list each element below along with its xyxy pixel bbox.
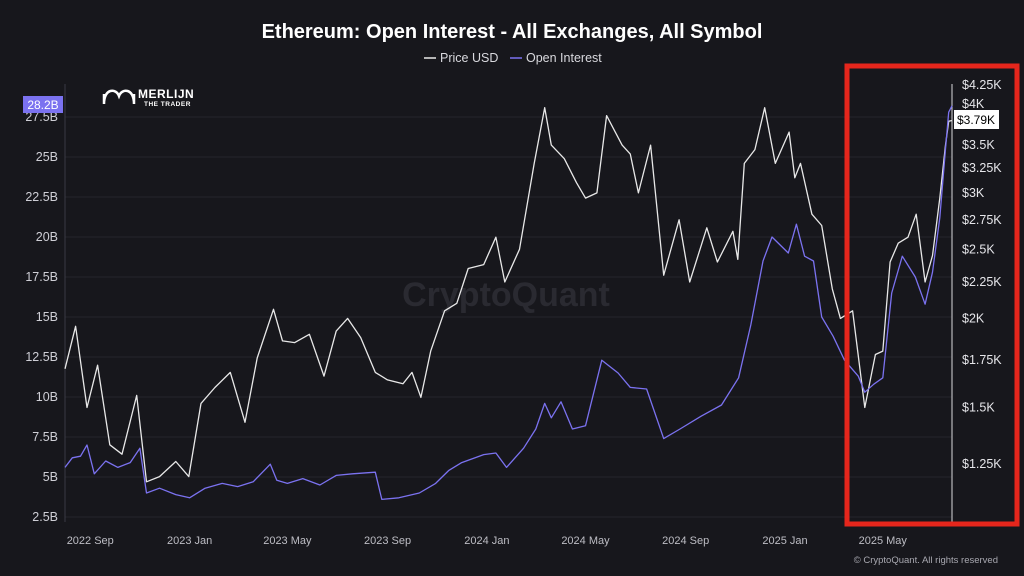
copyright-notice: © CryptoQuant. All rights reserved bbox=[854, 555, 998, 566]
x-tick-label: 2023 Sep bbox=[364, 535, 411, 547]
right-tick-label: $1.25K bbox=[962, 457, 1002, 471]
current-oi-badge bbox=[23, 96, 63, 113]
x-tick-label: 2025 Jan bbox=[762, 535, 807, 547]
current-oi-label: 28.2B bbox=[27, 98, 58, 112]
right-axis-ticks: $1.25K $1.5K $1.75K $2K $2.25K $2.5K $2.75K $3K… bbox=[962, 78, 1002, 471]
right-tick-label: $4.25K bbox=[962, 78, 1002, 92]
current-price-label: $3.79K bbox=[957, 113, 995, 127]
x-tick-label: 2025 May bbox=[859, 535, 908, 547]
watermark: CryptoQuant bbox=[402, 276, 610, 314]
left-tick-label: 10B bbox=[36, 390, 58, 404]
gridlines bbox=[65, 116, 952, 518]
left-tick-label: 25B bbox=[36, 150, 58, 164]
left-tick-label: 27.5B bbox=[25, 110, 58, 124]
right-tick-label: $3.5K bbox=[962, 138, 995, 152]
left-tick-label: 2.5B bbox=[32, 510, 58, 524]
chart-title: Ethereum: Open Interest - All Exchanges,… bbox=[262, 21, 763, 43]
left-tick-label: 7.5B bbox=[32, 430, 58, 444]
x-tick-label: 2024 Jan bbox=[464, 535, 509, 547]
right-tick-label: $1.75K bbox=[962, 353, 1002, 367]
logo-name: MERLIJN bbox=[138, 87, 194, 101]
current-price-marker: $3.79K bbox=[954, 110, 999, 129]
x-tick-label: 2023 May bbox=[263, 535, 312, 547]
right-tick-label: $4K bbox=[962, 97, 985, 111]
legend-label-open-interest[interactable]: Open Interest bbox=[526, 51, 602, 65]
x-tick-label: 2022 Sep bbox=[67, 535, 114, 547]
left-axis-ticks: 2.5B 5B 7.5B 10B 12.5B 15B 17.5B 20B 22.5B 25B 27.… bbox=[25, 110, 58, 524]
right-tick-label: $3.25K bbox=[962, 161, 1002, 175]
left-tick-label: 17.5B bbox=[25, 270, 58, 284]
legend: Price USD Open Interest bbox=[424, 51, 602, 65]
right-tick-label: $1.5K bbox=[962, 401, 995, 415]
logo-subtitle: THE TRADER bbox=[144, 101, 191, 108]
x-tick-label: 2024 Sep bbox=[662, 535, 709, 547]
x-axis-ticks: 2022 Sep 2023 Jan 2023 May 2023 Sep 2024 Jan… bbox=[67, 535, 908, 547]
right-tick-label: $2.75K bbox=[962, 213, 1002, 227]
merlijn-logo: MERLIJN THE TRADER bbox=[102, 87, 194, 108]
left-tick-label: 5B bbox=[43, 470, 58, 484]
legend-label-price[interactable]: Price USD bbox=[440, 51, 498, 65]
logo-mark-icon bbox=[102, 89, 136, 105]
current-oi-marker: 28.2B bbox=[23, 96, 63, 113]
highlight-box bbox=[844, 63, 1020, 527]
left-tick-label: 15B bbox=[36, 310, 58, 324]
right-tick-label: $2K bbox=[962, 311, 985, 325]
x-tick-label: 2024 May bbox=[561, 535, 610, 547]
right-tick-label: $2.25K bbox=[962, 275, 1002, 289]
left-tick-label: 12.5B bbox=[25, 350, 58, 364]
right-tick-label: $3K bbox=[962, 186, 985, 200]
current-price-badge bbox=[954, 110, 999, 129]
left-tick-label: 20B bbox=[36, 230, 58, 244]
right-tick-label: $2.5K bbox=[962, 242, 995, 256]
x-tick-label: 2023 Jan bbox=[167, 535, 212, 547]
left-tick-label: 22.5B bbox=[25, 190, 58, 204]
series-line-open-interest bbox=[64, 105, 953, 501]
